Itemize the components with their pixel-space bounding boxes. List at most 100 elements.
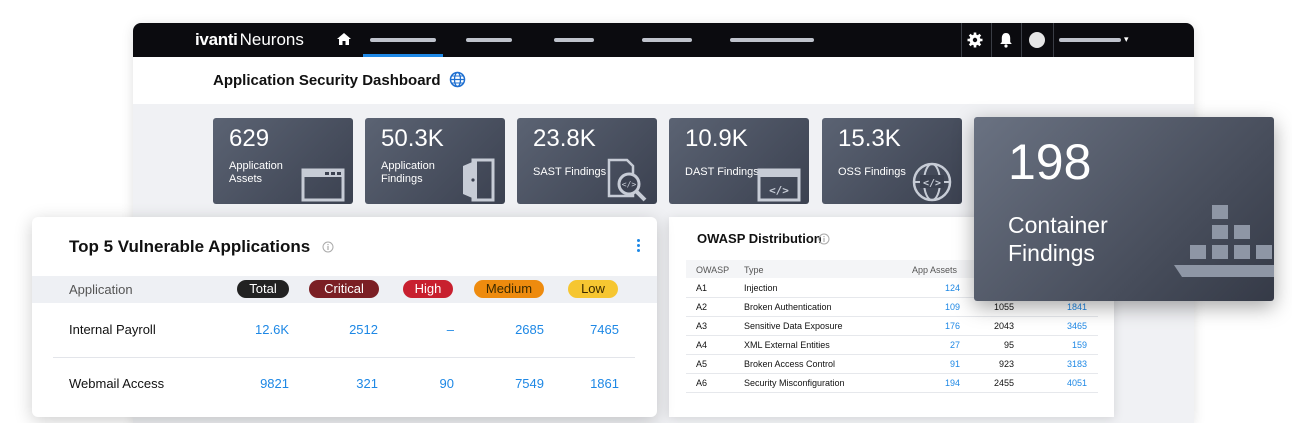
table-row[interactable]: Webmail Access 9821 321 90 7549 1861 — [32, 357, 657, 411]
high-value[interactable]: – — [446, 322, 454, 337]
header-medium[interactable]: Medium — [474, 280, 544, 298]
nav-item-1[interactable] — [370, 38, 436, 42]
nav-item-2[interactable] — [466, 38, 512, 42]
table-row[interactable]: A5 Broken Access Control 91 923 3183 — [686, 354, 1098, 374]
top5-vulnerable-apps-card: Top 5 Vulnerable Applications Applicatio… — [32, 217, 657, 417]
info-icon[interactable] — [322, 241, 334, 253]
owasp-id: A6 — [696, 378, 708, 388]
low-value[interactable]: 7465 — [590, 322, 619, 337]
browser-code-icon: </> — [757, 168, 801, 202]
owasp-value: 1055 — [993, 302, 1014, 312]
owasp-app-assets[interactable]: 194 — [944, 378, 960, 388]
gear-icon[interactable] — [966, 31, 984, 49]
owasp-value-link[interactable]: 3465 — [1066, 321, 1087, 331]
tile-label: Container Findings — [1008, 212, 1108, 266]
medium-value[interactable]: 2685 — [515, 322, 544, 337]
tile-label: Application Findings — [381, 160, 435, 185]
owasp-type: Broken Access Control — [744, 359, 836, 369]
tile-label: SAST Findings — [533, 166, 607, 178]
owasp-type: Broken Authentication — [744, 302, 832, 312]
divider — [991, 23, 992, 57]
table-row[interactable]: Internal Payroll 12.6K 2512 – 2685 7465 — [32, 303, 657, 357]
nav-active-indicator — [363, 54, 443, 57]
header-low[interactable]: Low — [568, 280, 618, 298]
svg-text:</>: </> — [622, 180, 637, 189]
medium-value[interactable]: 7549 — [515, 376, 544, 391]
tile-label: OSS Findings — [838, 166, 906, 178]
owasp-app-assets[interactable]: 27 — [949, 340, 960, 350]
owasp-app-assets[interactable]: 109 — [944, 302, 960, 312]
nav-item-5[interactable] — [730, 38, 814, 42]
app-name[interactable]: Internal Payroll — [69, 322, 156, 337]
owasp-id: A1 — [696, 283, 708, 293]
avatar[interactable] — [1029, 32, 1045, 48]
code-search-icon: </> — [607, 158, 647, 202]
owasp-value-link[interactable]: 159 — [1071, 340, 1087, 350]
total-value[interactable]: 12.6K — [255, 322, 289, 337]
divider — [961, 23, 962, 57]
table-row[interactable]: A6 Security Misconfiguration 194 2455 40… — [686, 373, 1098, 393]
owasp-type: Injection — [744, 283, 778, 293]
high-value[interactable]: 90 — [439, 376, 454, 391]
owasp-id: A3 — [696, 321, 708, 331]
nav-item-3[interactable] — [554, 38, 594, 42]
owasp-type: Sensitive Data Exposure — [744, 321, 843, 331]
owasp-app-assets[interactable]: 91 — [949, 359, 960, 369]
critical-value[interactable]: 321 — [356, 376, 378, 391]
tile-value: 10.9K — [685, 125, 748, 152]
tile-value: 198 — [1008, 134, 1092, 190]
owasp-value: 2455 — [993, 378, 1014, 388]
total-value[interactable]: 9821 — [260, 376, 289, 391]
header-type: Type — [744, 265, 764, 275]
page-header: Application Security Dashboard — [133, 57, 1194, 104]
owasp-type: Security Misconfiguration — [744, 378, 845, 388]
window-icon — [301, 168, 345, 202]
header-application[interactable]: Application — [69, 282, 133, 297]
home-icon[interactable] — [335, 30, 353, 48]
owasp-value: 923 — [998, 359, 1014, 369]
globe-code-icon: </> — [912, 162, 952, 202]
owasp-type: XML External Entities — [744, 340, 830, 350]
more-options-icon[interactable] — [637, 239, 641, 254]
owasp-value-link[interactable]: 4051 — [1066, 378, 1087, 388]
critical-value[interactable]: 2512 — [349, 322, 378, 337]
logo-regular-text: Neurons — [239, 30, 304, 49]
tile-sast-findings[interactable]: 23.8K SAST Findings </> — [517, 118, 657, 204]
header-total[interactable]: Total — [237, 280, 289, 298]
tile-container-findings[interactable]: 198 Container Findings — [974, 117, 1274, 301]
info-icon[interactable] — [818, 233, 830, 245]
tile-application-findings[interactable]: 50.3K Application Findings — [365, 118, 505, 204]
header-owasp: OWASP — [696, 265, 730, 275]
logo-bold-text: ivanti — [195, 30, 238, 49]
owasp-value-link[interactable]: 3183 — [1066, 359, 1087, 369]
table-row[interactable]: A3 Sensitive Data Exposure 176 2043 3465 — [686, 316, 1098, 336]
owasp-app-assets[interactable]: 124 — [944, 283, 960, 293]
tile-value: 50.3K — [381, 125, 444, 152]
app-name[interactable]: Webmail Access — [69, 376, 165, 391]
header-critical[interactable]: Critical — [309, 280, 379, 298]
owasp-value-link[interactable]: 1841 — [1066, 302, 1087, 312]
tile-dast-findings[interactable]: 10.9K DAST Findings </> — [669, 118, 809, 204]
table-row[interactable]: A1 Injection 124 — [686, 278, 1098, 298]
bell-icon[interactable] — [997, 31, 1015, 49]
owasp-app-assets[interactable]: 176 — [944, 321, 960, 331]
chevron-down-icon[interactable]: ▾ — [1124, 34, 1129, 44]
tile-application-assets[interactable]: 629 Application Assets — [213, 118, 353, 204]
header-app-assets: App Assets — [912, 265, 958, 275]
globe-icon[interactable] — [449, 71, 466, 88]
tile-oss-findings[interactable]: 15.3K OSS Findings </> — [822, 118, 962, 204]
divider — [1053, 23, 1054, 57]
tile-value: 23.8K — [533, 125, 596, 152]
table-row[interactable]: A4 XML External Entities 27 95 159 — [686, 335, 1098, 355]
table-row[interactable]: A2 Broken Authentication 109 1055 1841 — [686, 297, 1098, 317]
ivanti-neurons-logo[interactable]: ivanti Neurons — [195, 30, 304, 50]
table-header: Application Total Critical High Medium L… — [32, 276, 657, 303]
svg-text:</>: </> — [769, 184, 789, 197]
low-value[interactable]: 1861 — [590, 376, 619, 391]
user-menu[interactable] — [1059, 38, 1121, 42]
top-navigation-bar: ivanti Neurons ▾ — [133, 23, 1194, 57]
nav-item-4[interactable] — [642, 38, 692, 42]
owasp-id: A4 — [696, 340, 708, 350]
tile-value: 15.3K — [838, 125, 901, 152]
header-high[interactable]: High — [403, 280, 453, 298]
